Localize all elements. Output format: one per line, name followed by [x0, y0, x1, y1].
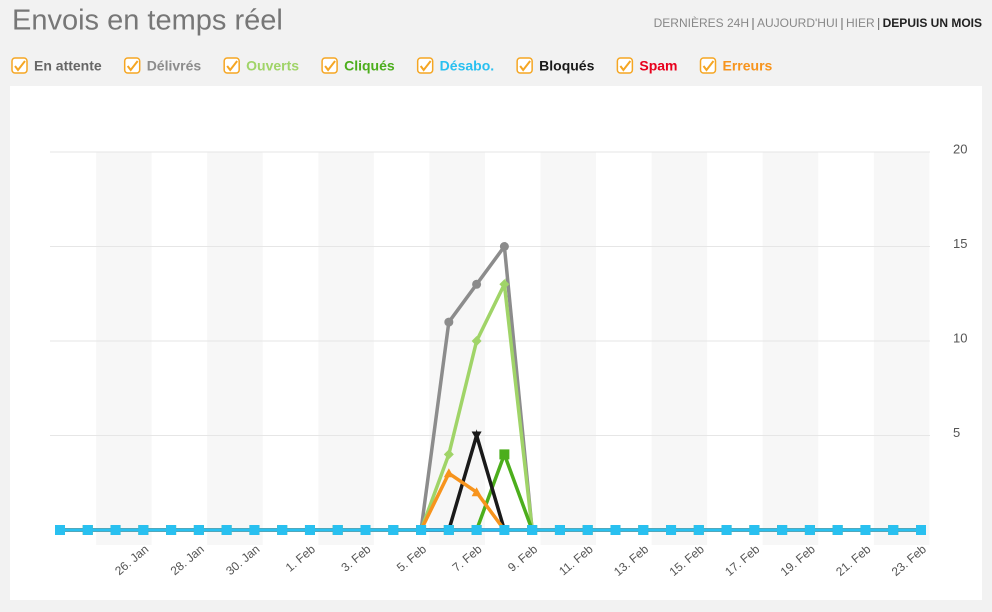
checkbox[interactable]: [416, 57, 434, 74]
period-link[interactable]: DERNIÈRES 24H: [654, 15, 749, 30]
y-tick-label: 5: [953, 425, 960, 440]
marker: [499, 279, 510, 290]
marker: [888, 525, 899, 535]
check-mark: [14, 60, 26, 72]
marker: [471, 525, 482, 535]
marker: [527, 525, 538, 535]
period-link[interactable]: HIER: [846, 16, 875, 30]
marker: [443, 468, 454, 478]
marker: [221, 525, 232, 535]
marker: [388, 525, 399, 535]
marker: [860, 525, 871, 535]
legend-label: Spam: [639, 58, 677, 74]
check-mark: [619, 60, 632, 72]
check-mark: [126, 60, 139, 72]
marker: [277, 525, 288, 535]
legend-item[interactable]: Erreurs: [699, 57, 773, 74]
marker: [638, 525, 649, 535]
legend-label: Ouverts: [246, 58, 299, 74]
legend-label: Bloqués: [539, 58, 594, 74]
period-links: DEPUIS UN MOIS HIER AUJOURD'HUI DERNIÈRES 2…: [654, 15, 982, 30]
legend-item[interactable]: Délivrés: [123, 57, 202, 74]
marker: [304, 525, 315, 535]
band: [318, 152, 374, 545]
y-tick-label: 20: [953, 141, 967, 156]
legend-item[interactable]: Spam: [616, 57, 678, 74]
marker: [554, 525, 565, 535]
legend-label: Erreurs: [723, 58, 773, 74]
check-mark: [419, 60, 432, 72]
legend-item[interactable]: Ouverts: [223, 57, 299, 74]
legend-item[interactable]: Bloqués: [516, 57, 595, 74]
period-link[interactable]: AUJOURD'HUI: [757, 16, 838, 30]
marker: [721, 525, 732, 535]
marker: [82, 525, 93, 535]
legend-item[interactable]: Désabo.: [416, 57, 494, 74]
page-title: Envois en temps réel: [12, 5, 283, 37]
marker: [471, 336, 482, 346]
legend-label: Cliqués: [344, 58, 395, 74]
band: [96, 152, 152, 545]
marker: [472, 279, 482, 289]
band: [207, 152, 263, 545]
checkbox[interactable]: [321, 57, 338, 74]
marker: [416, 525, 427, 535]
marker: [610, 525, 621, 535]
legend: En attente Délivrés Ouverts Cliqués Désabo. B…: [11, 57, 773, 74]
marker: [693, 525, 704, 535]
marker: [110, 525, 121, 535]
legend-label: Délivrés: [147, 58, 202, 74]
band: [651, 152, 708, 545]
band: [540, 152, 597, 545]
y-tick-label: 10: [953, 330, 967, 345]
check-mark: [702, 60, 715, 72]
marker: [499, 242, 509, 251]
marker: [471, 487, 482, 497]
marker: [443, 449, 454, 460]
checkbox[interactable]: [516, 57, 533, 74]
checkbox[interactable]: [699, 57, 717, 74]
marker: [332, 525, 343, 535]
legend-label: Désabo.: [440, 58, 494, 74]
check-mark: [226, 60, 238, 72]
marker: [444, 317, 454, 327]
marker: [249, 525, 260, 535]
y-tick-label: 15: [953, 236, 967, 251]
marker: [499, 449, 510, 460]
marker: [777, 525, 788, 535]
marker: [916, 525, 926, 535]
check-mark: [519, 60, 531, 72]
marker: [360, 525, 371, 535]
band: [762, 152, 819, 545]
checkbox[interactable]: [11, 57, 28, 74]
chart-panel: [10, 86, 982, 600]
marker: [471, 431, 482, 441]
series: [55, 525, 926, 535]
marker: [55, 525, 65, 535]
band: [873, 152, 930, 545]
marker: [804, 525, 815, 535]
marker: [749, 525, 760, 535]
marker: [499, 525, 510, 535]
checkbox[interactable]: [223, 57, 240, 74]
marker: [832, 525, 843, 535]
legend-item[interactable]: En attente: [11, 57, 102, 74]
marker: [166, 525, 177, 535]
period-link[interactable]: DEPUIS UN MOIS: [883, 16, 982, 30]
checkbox[interactable]: [123, 57, 141, 74]
check-mark: [324, 60, 336, 72]
legend-label: En attente: [34, 58, 102, 74]
legend-item[interactable]: Cliqués: [321, 57, 395, 74]
checkbox[interactable]: [616, 57, 634, 74]
marker: [193, 525, 204, 535]
marker: [582, 525, 593, 535]
marker: [138, 525, 149, 535]
marker: [666, 525, 677, 535]
marker: [443, 525, 454, 535]
